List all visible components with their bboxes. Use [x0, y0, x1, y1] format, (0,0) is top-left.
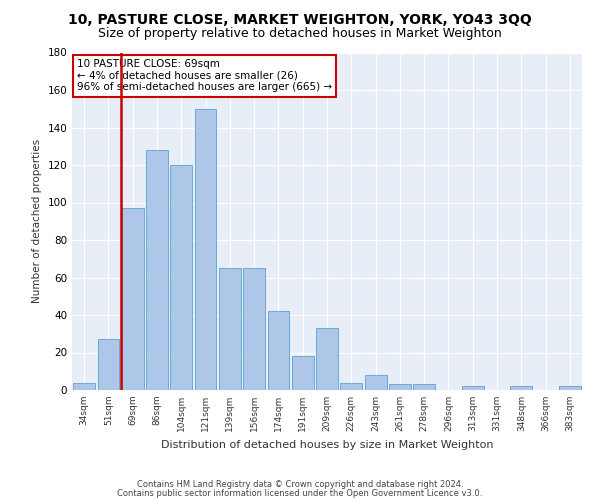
Bar	[316, 328, 338, 390]
Bar	[389, 384, 411, 390]
Text: 10, PASTURE CLOSE, MARKET WEIGHTON, YORK, YO43 3QQ: 10, PASTURE CLOSE, MARKET WEIGHTON, YORK…	[68, 12, 532, 26]
Text: 10 PASTURE CLOSE: 69sqm
← 4% of detached houses are smaller (26)
96% of semi-det: 10 PASTURE CLOSE: 69sqm ← 4% of detached…	[77, 59, 332, 92]
Bar	[559, 386, 581, 390]
Bar	[340, 382, 362, 390]
Bar	[292, 356, 314, 390]
Text: Contains HM Land Registry data © Crown copyright and database right 2024.: Contains HM Land Registry data © Crown c…	[137, 480, 463, 489]
Bar	[97, 340, 119, 390]
Bar	[511, 386, 532, 390]
Bar	[268, 311, 289, 390]
Bar	[73, 382, 95, 390]
Bar	[413, 384, 435, 390]
Text: Contains public sector information licensed under the Open Government Licence v3: Contains public sector information licen…	[118, 489, 482, 498]
Bar	[243, 268, 265, 390]
Bar	[365, 375, 386, 390]
Bar	[219, 268, 241, 390]
Bar	[146, 150, 168, 390]
Y-axis label: Number of detached properties: Number of detached properties	[32, 139, 42, 304]
Bar	[170, 165, 192, 390]
Text: Size of property relative to detached houses in Market Weighton: Size of property relative to detached ho…	[98, 28, 502, 40]
Bar	[462, 386, 484, 390]
Bar	[194, 109, 217, 390]
Bar	[122, 208, 143, 390]
X-axis label: Distribution of detached houses by size in Market Weighton: Distribution of detached houses by size …	[161, 440, 493, 450]
